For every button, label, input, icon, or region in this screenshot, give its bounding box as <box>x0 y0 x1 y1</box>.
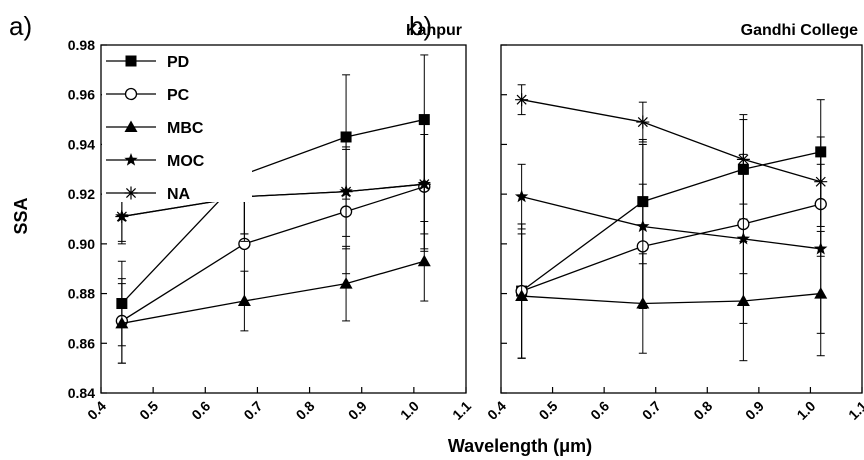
y-tick-label: 0.86 <box>68 335 95 351</box>
y-tick-label: 0.90 <box>68 236 95 252</box>
y-tick-label: 0.98 <box>68 37 95 53</box>
y-tick-label: 0.94 <box>68 136 95 152</box>
legend-label-pd: PD <box>167 54 189 71</box>
legend-label-mbc: MBC <box>167 120 204 137</box>
data-point-mbc <box>417 254 431 267</box>
panel-title: Gandhi College <box>741 22 858 39</box>
y-tick-label: 0.88 <box>68 286 95 302</box>
x-tick-label: 0.5 <box>136 398 161 423</box>
data-point-moc <box>736 231 751 245</box>
legend-marker-pd <box>125 55 137 67</box>
series-moc <box>514 143 828 334</box>
series-line <box>121 183 425 218</box>
x-tick-label: 0.7 <box>240 398 265 423</box>
data-point-na <box>636 115 650 129</box>
y-tick-label: 0.96 <box>68 87 95 103</box>
legend-marker-pc <box>124 87 138 101</box>
x-tick-label: 0.7 <box>639 398 664 423</box>
data-point-mbc <box>115 316 129 329</box>
panel-gandhi-college: b) Gandhi College 0.4 0.5 0.6 0.7 0.8 0.9 1.0 1.1 <box>409 11 864 423</box>
series-line <box>521 195 821 250</box>
series-line <box>121 186 425 322</box>
series-mbc <box>515 230 828 362</box>
y-tick-label: 0.92 <box>68 186 95 202</box>
x-tick-label: 0.4 <box>84 398 109 423</box>
x-tick-label: 0.9 <box>345 398 370 423</box>
data-point-na <box>417 177 431 191</box>
series-line <box>521 99 821 183</box>
series-line <box>521 292 821 305</box>
x-tick-label: 0.6 <box>188 398 213 423</box>
series-pc <box>515 151 827 359</box>
series-pd <box>516 99 827 359</box>
x-tick-label: 0.4 <box>484 398 509 423</box>
y-axis-title: SSA <box>11 197 31 234</box>
series-na <box>515 84 828 227</box>
data-point-na <box>515 93 529 107</box>
x-tick-label: 0.6 <box>587 398 612 423</box>
legend-marker-moc <box>124 153 138 166</box>
data-point-mbc <box>237 294 251 307</box>
x-tick-label: 1.1 <box>449 398 474 423</box>
series-line <box>521 151 821 292</box>
series-mbc <box>115 220 431 364</box>
plot-frame <box>500 44 863 394</box>
legend-label-na: NA <box>167 186 191 203</box>
data-point-moc <box>514 189 529 203</box>
data-point-na <box>339 185 353 199</box>
panel-label: a) <box>9 11 32 41</box>
series-line <box>121 260 425 325</box>
series-line <box>521 203 821 292</box>
panel-label: b) <box>409 11 432 41</box>
x-tick-label: 1.1 <box>845 398 864 423</box>
data-point-moc <box>636 219 650 233</box>
legend-background <box>102 46 252 202</box>
panel-title: Kanpur <box>406 22 462 39</box>
x-tick-label: 1.0 <box>397 398 422 423</box>
y-tick-label: 0.84 <box>68 385 95 401</box>
data-point-na <box>115 210 129 224</box>
legend-marker-na <box>124 186 138 200</box>
plot-frame <box>100 44 467 394</box>
legend-label-moc: MOC <box>167 153 205 170</box>
data-point-na <box>736 152 750 166</box>
data-point-na <box>814 175 828 189</box>
x-tick-label: 1.0 <box>793 398 818 423</box>
legend-label-pc: PC <box>167 87 190 104</box>
x-axis-title: Wavelength (μm) <box>448 436 592 456</box>
legend-marker-mbc <box>124 120 138 132</box>
x-tick-label: 0.9 <box>742 398 767 423</box>
data-point-mbc <box>515 289 529 302</box>
data-point-moc <box>814 241 828 255</box>
x-tick-label: 0.8 <box>690 398 715 423</box>
series-line <box>121 118 425 304</box>
x-tick-label: 0.5 <box>536 398 561 423</box>
legend: PD PC MBC MOC NA <box>102 46 252 203</box>
panel-kanpur: a) Kanpur 0.4 0.5 0.6 0.7 0.8 0.9 1.0 1.1 0.84 0.86… <box>9 11 474 423</box>
data-point-mbc <box>339 277 353 289</box>
x-tick-label: 0.8 <box>293 398 318 423</box>
